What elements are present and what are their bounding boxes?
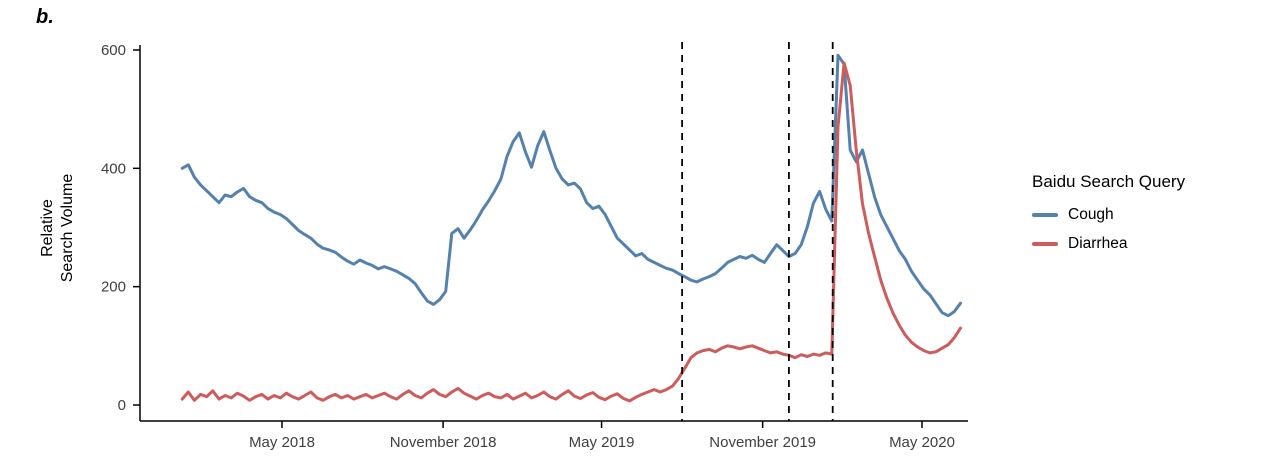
x-tick-label: November 2018 xyxy=(390,434,497,451)
legend: Baidu Search Query Cough Diarrhea xyxy=(1032,172,1185,264)
x-tick-label: May 2020 xyxy=(889,434,955,451)
x-tick-label: November 2019 xyxy=(709,434,816,451)
y-tick-label: 200 xyxy=(101,279,126,296)
x-tick-label: May 2019 xyxy=(569,434,635,451)
diarrhea-line-swatch xyxy=(1032,242,1058,246)
x-tick-label: May 2018 xyxy=(249,434,315,451)
legend-item-cough: Cough xyxy=(1032,206,1185,224)
y-tick-label: 400 xyxy=(101,160,126,177)
panel-label: b. xyxy=(36,6,54,28)
diarrhea-line xyxy=(180,61,962,403)
cough-line-swatch xyxy=(1032,213,1058,217)
legend-title: Baidu Search Query xyxy=(1032,172,1186,191)
legend-label-cough: Cough xyxy=(1068,206,1114,223)
cough-line xyxy=(180,53,962,318)
legend-item-diarrhea: Diarrhea xyxy=(1032,235,1185,253)
y-tick-label: 600 xyxy=(101,42,126,59)
legend-label-diarrhea: Diarrhea xyxy=(1068,235,1128,252)
y-tick-label: 0 xyxy=(118,397,126,414)
